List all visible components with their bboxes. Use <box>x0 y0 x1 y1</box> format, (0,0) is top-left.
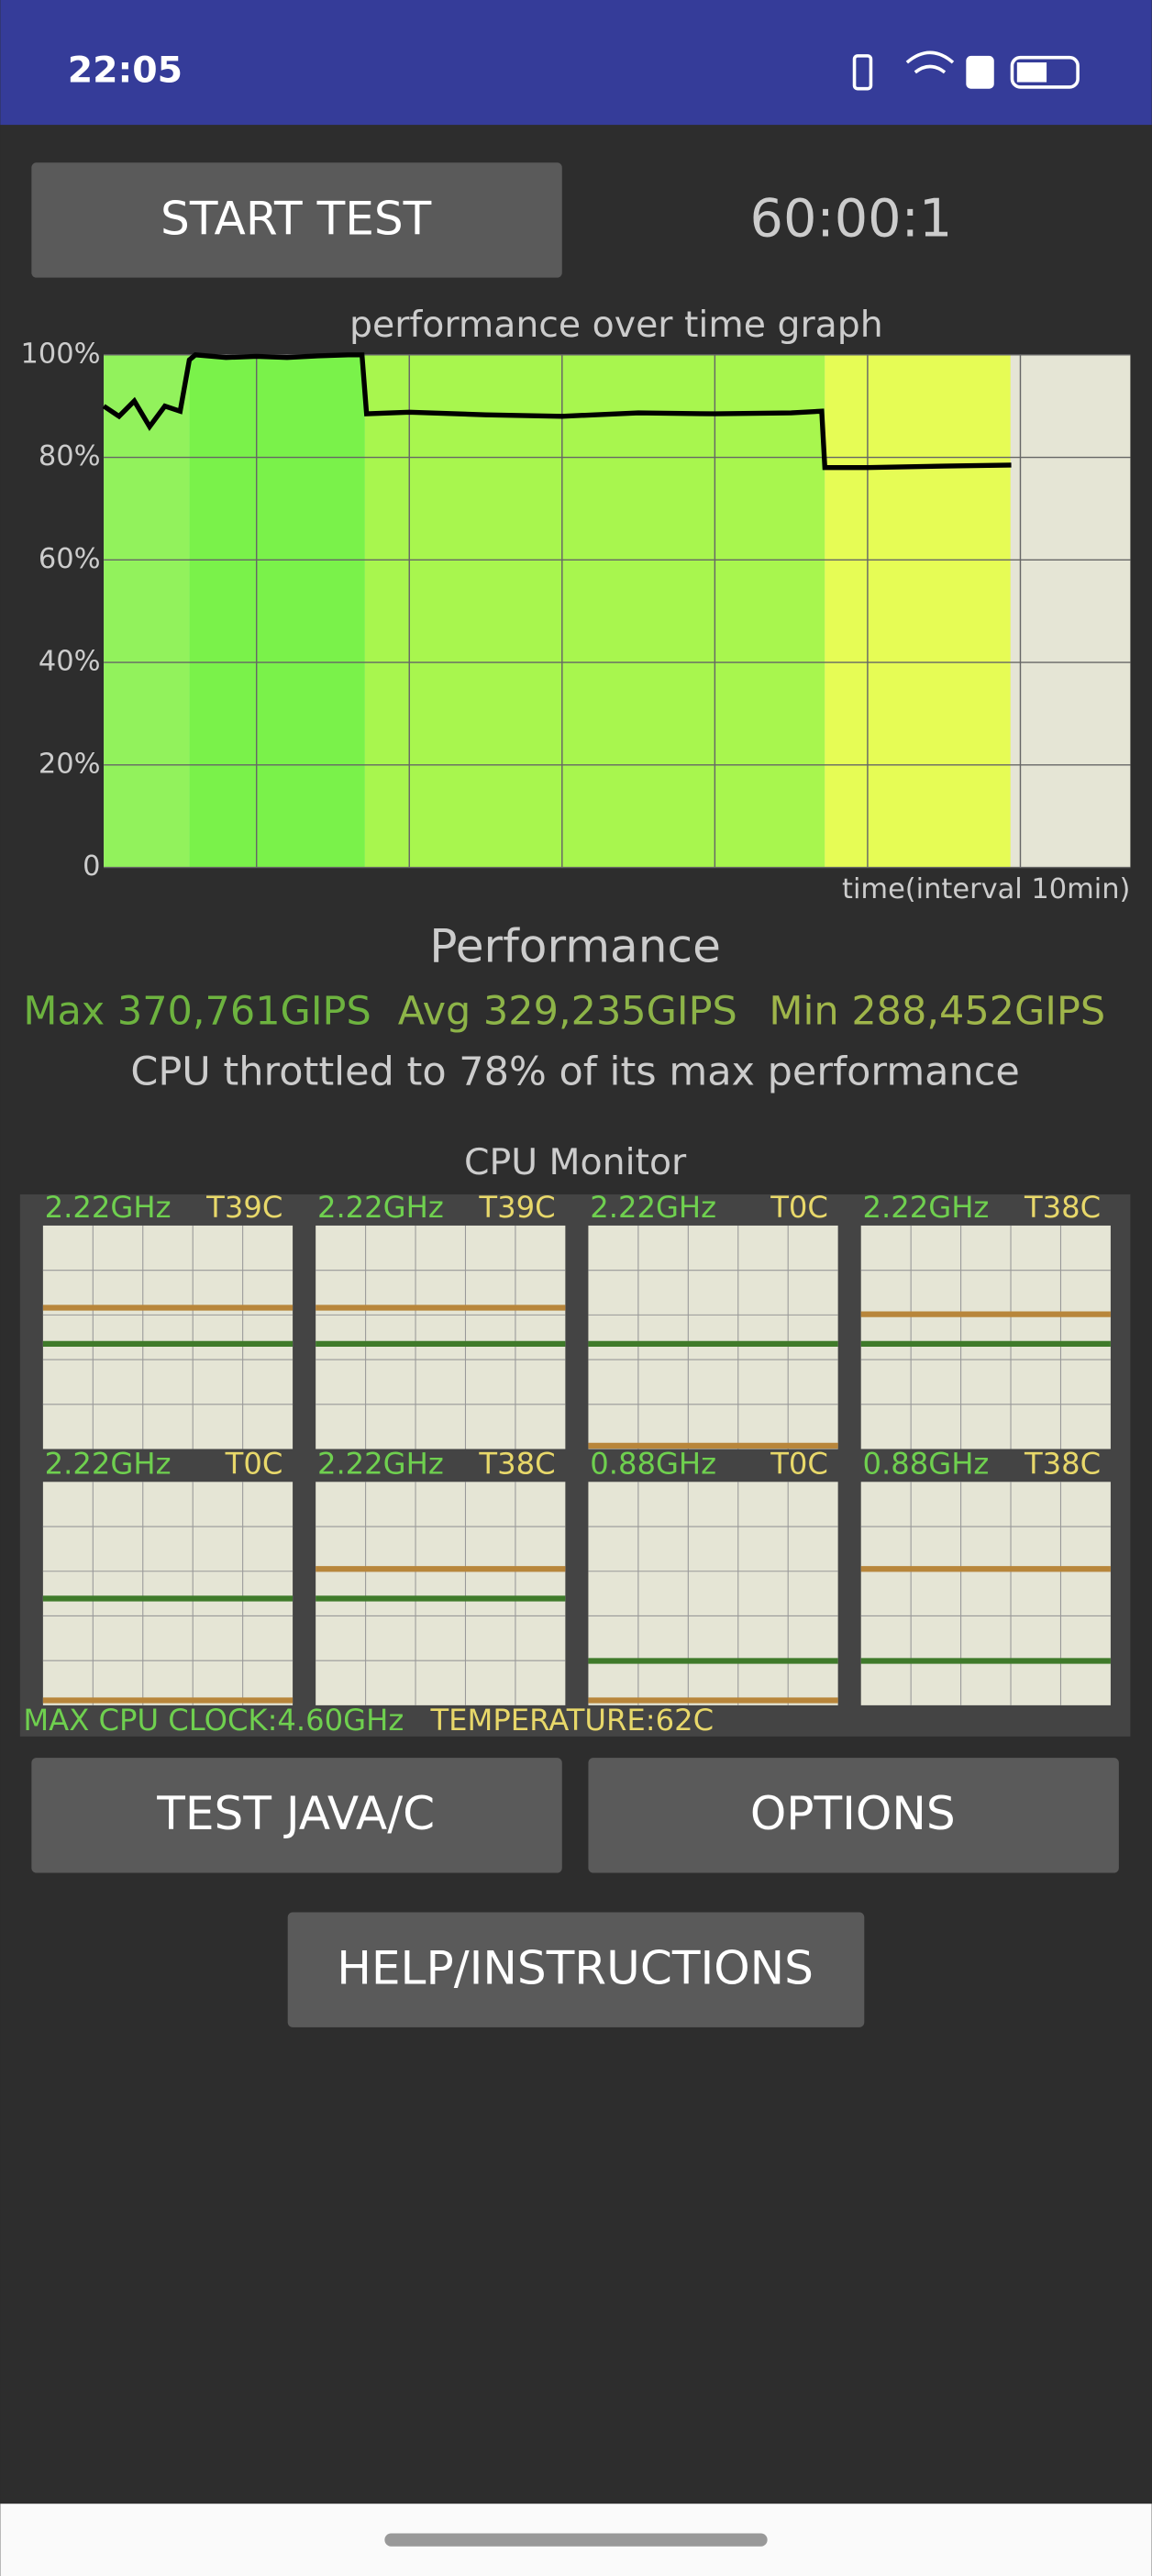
chart-title: performance over time graph <box>349 304 883 346</box>
core-temp: T0C <box>225 1446 283 1481</box>
performance-bands <box>104 354 1011 868</box>
grid: 0 20% 40% 60% 80% 100% <box>21 338 1131 883</box>
core-freq: 2.22GHz <box>317 1446 444 1481</box>
status-bar <box>0 0 1152 126</box>
core-freq: 0.88GHz <box>590 1446 716 1481</box>
core-temp: T0C <box>770 1190 828 1225</box>
clock: 22:05 <box>68 49 183 91</box>
min-perf: Min 288,452GIPS <box>769 988 1105 1034</box>
core-freq: 2.22GHz <box>590 1190 716 1225</box>
timer: 60:00:1 <box>750 187 953 249</box>
core-freq: 0.88GHz <box>862 1446 989 1481</box>
core-temp: T39C <box>205 1190 282 1225</box>
test-button-label: TEST JAVA/C <box>156 1786 435 1840</box>
core-temp: T0C <box>770 1446 828 1481</box>
core-graph <box>42 1225 294 1449</box>
core-temp: T38C <box>1024 1446 1101 1481</box>
performance-line <box>102 352 1012 471</box>
cpu-monitor-title: CPU Monitor <box>464 1141 687 1183</box>
throttle-text: CPU throttled to 78% of its max performa… <box>130 1049 1019 1095</box>
core-freq: 2.22GHz <box>317 1190 444 1225</box>
core-graph <box>588 1225 838 1449</box>
y-tick-label: 80% <box>39 440 101 472</box>
help-button-label: HELP/INSTRUCTIONS <box>337 1940 814 1994</box>
core-freq: 2.22GHz <box>45 1446 172 1481</box>
y-tick-label: 0 <box>83 850 100 883</box>
core-temp: T38C <box>478 1446 555 1481</box>
core-temp: T39C <box>478 1190 555 1225</box>
start-button-label: START TEST <box>161 191 432 245</box>
avg-perf: Avg 329,235GIPS <box>398 988 737 1034</box>
options-button[interactable] <box>588 1758 1119 1873</box>
y-tick-label: 40% <box>39 646 101 678</box>
y-tick-label: 60% <box>39 543 101 575</box>
help-button[interactable] <box>287 1912 865 2027</box>
core-graph <box>588 1482 838 1705</box>
plot <box>102 352 1012 471</box>
y-tick-label: 100% <box>21 338 101 370</box>
start-button[interactable] <box>31 162 562 278</box>
home-indicator[interactable] <box>384 2533 768 2547</box>
core-graph <box>316 1482 566 1705</box>
cores: 2.22GHz T39C 2.22GHz T39C 2.22GHz T0C 2.22GHz T… <box>42 1190 1111 1705</box>
core-graph <box>42 1482 294 1705</box>
status-icons <box>852 50 1080 91</box>
temperature: TEMPERATURE:62C <box>430 1703 714 1738</box>
test-button[interactable] <box>31 1758 562 1873</box>
performance-heading: Performance <box>429 919 721 973</box>
core-temp: T38C <box>1024 1190 1101 1225</box>
core-graph <box>860 1225 1111 1449</box>
max-perf: Max 370,761GIPS <box>23 988 371 1034</box>
core-graph <box>860 1482 1111 1705</box>
x-axis-label: time(interval 10min) <box>842 873 1130 905</box>
options-button-label: OPTIONS <box>750 1786 956 1840</box>
core-graph <box>316 1225 566 1449</box>
y-tick-label: 20% <box>39 748 101 780</box>
core-freq: 2.22GHz <box>862 1190 989 1225</box>
core-freq: 2.22GHz <box>45 1190 172 1225</box>
max-clock: MAX CPU CLOCK:4.60GHz <box>23 1703 404 1738</box>
